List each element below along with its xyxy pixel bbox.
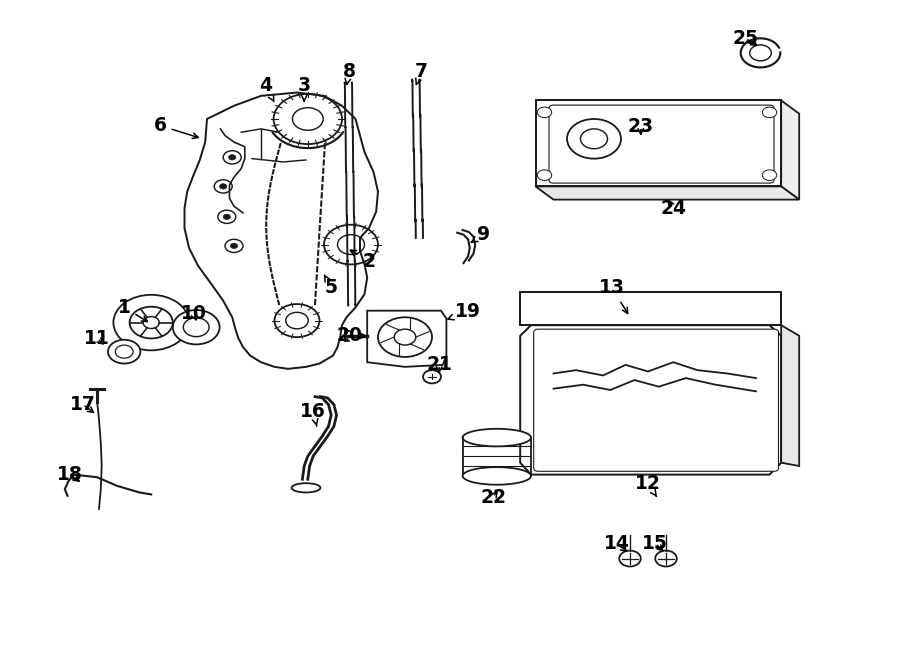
Circle shape — [423, 370, 441, 383]
Text: 16: 16 — [301, 402, 326, 426]
Text: 2: 2 — [350, 250, 375, 270]
FancyBboxPatch shape — [534, 329, 778, 471]
Text: 7: 7 — [415, 62, 428, 85]
Circle shape — [619, 551, 641, 566]
Text: 20: 20 — [337, 327, 365, 345]
Polygon shape — [536, 186, 799, 200]
Circle shape — [115, 345, 133, 358]
Circle shape — [762, 170, 777, 180]
Circle shape — [655, 551, 677, 566]
Text: 19: 19 — [448, 303, 481, 321]
Polygon shape — [367, 311, 446, 367]
Circle shape — [173, 310, 220, 344]
Text: 1: 1 — [118, 298, 148, 321]
Text: 23: 23 — [627, 118, 654, 136]
Circle shape — [230, 243, 238, 249]
FancyBboxPatch shape — [549, 105, 774, 183]
Circle shape — [580, 129, 608, 149]
Circle shape — [223, 214, 230, 219]
Text: 10: 10 — [181, 305, 206, 323]
Text: 5: 5 — [324, 275, 338, 297]
Circle shape — [741, 38, 780, 67]
Text: 8: 8 — [343, 62, 356, 85]
Text: 3: 3 — [298, 77, 310, 101]
Ellipse shape — [463, 429, 531, 446]
Text: 11: 11 — [85, 329, 110, 348]
Text: 22: 22 — [481, 488, 506, 506]
Circle shape — [750, 45, 771, 61]
Text: 4: 4 — [259, 77, 274, 101]
Text: 21: 21 — [427, 356, 452, 374]
Circle shape — [567, 119, 621, 159]
Circle shape — [762, 107, 777, 118]
Text: 25: 25 — [733, 29, 758, 48]
Circle shape — [130, 307, 173, 338]
Text: 12: 12 — [635, 475, 661, 496]
Text: 14: 14 — [604, 534, 629, 553]
Circle shape — [143, 317, 159, 329]
Text: 18: 18 — [58, 465, 83, 484]
Circle shape — [537, 170, 552, 180]
Circle shape — [113, 295, 189, 350]
Text: 13: 13 — [599, 278, 627, 313]
Polygon shape — [520, 292, 781, 325]
Text: 15: 15 — [643, 534, 668, 553]
Ellipse shape — [463, 467, 531, 485]
Circle shape — [220, 184, 227, 189]
Polygon shape — [781, 325, 799, 466]
Polygon shape — [781, 100, 799, 200]
Circle shape — [229, 155, 236, 160]
Text: 6: 6 — [154, 116, 198, 138]
Circle shape — [108, 340, 140, 364]
Polygon shape — [520, 325, 781, 475]
Text: 24: 24 — [661, 199, 686, 217]
Polygon shape — [536, 100, 781, 186]
Polygon shape — [184, 93, 378, 369]
Text: 9: 9 — [472, 225, 490, 244]
Circle shape — [537, 107, 552, 118]
Text: 17: 17 — [70, 395, 95, 414]
Circle shape — [184, 318, 209, 336]
